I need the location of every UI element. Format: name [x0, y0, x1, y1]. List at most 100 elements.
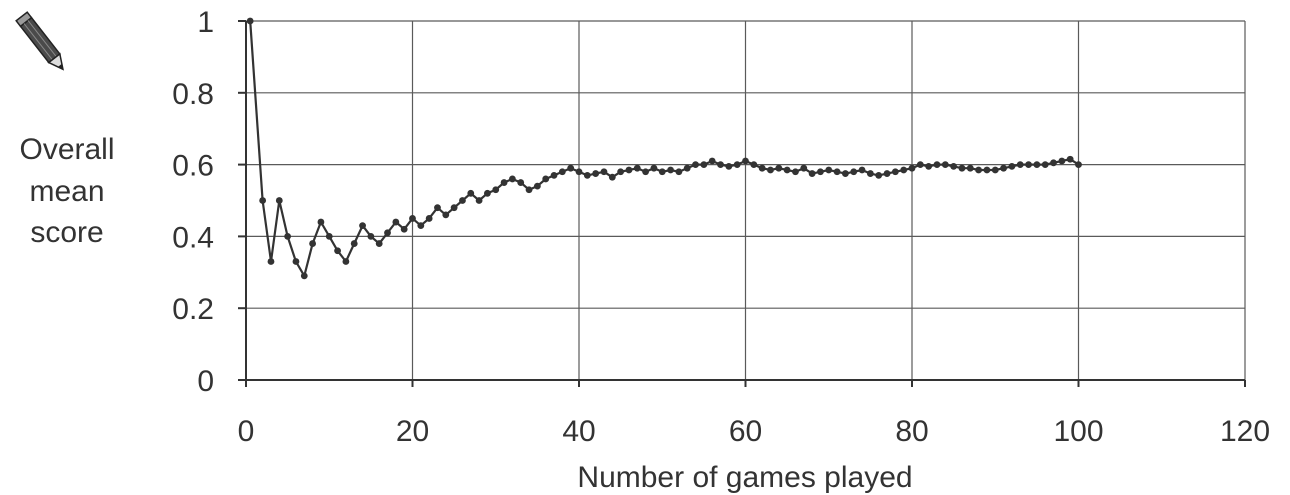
data-point: [667, 166, 674, 174]
data-point: [950, 162, 958, 170]
y-axis-title-line-1: Overall: [19, 133, 114, 166]
data-point: [850, 168, 858, 176]
data-point: [558, 168, 566, 176]
data-point: [1066, 155, 1074, 163]
x-tick-label: 120: [1220, 415, 1270, 448]
data-point: [975, 166, 982, 174]
x-axis-title: Number of games played: [577, 461, 912, 494]
data-point: [608, 173, 616, 181]
data-point: [642, 168, 649, 176]
data-point: [617, 168, 625, 176]
data-point: [683, 164, 691, 172]
data-point: [450, 204, 458, 212]
data-point: [708, 157, 716, 165]
data-point: [284, 233, 292, 240]
data-point: [409, 215, 416, 222]
y-axis-title-line-3: score: [30, 216, 103, 249]
data-point: [334, 247, 341, 255]
data-point: [550, 171, 558, 179]
data-point: [692, 161, 699, 169]
y-tick-label: 0.8: [172, 78, 214, 111]
data-point: [275, 197, 283, 204]
data-point: [592, 170, 600, 177]
data-point: [717, 161, 724, 169]
data-point: [484, 189, 491, 197]
data-point: [342, 258, 350, 265]
x-tick-label: 40: [562, 415, 595, 448]
data-point: [1050, 159, 1057, 167]
data-point: [384, 229, 391, 237]
data-point: [367, 233, 375, 240]
data-point: [459, 197, 466, 204]
data-point: [267, 258, 275, 265]
data-point: [650, 164, 658, 172]
y-tick-label: 1: [197, 6, 214, 39]
data-point: [858, 166, 866, 174]
data-point: [742, 157, 749, 165]
data-point: [933, 161, 941, 169]
data-point: [825, 166, 833, 174]
data-point: [246, 17, 254, 25]
x-tick-label: 80: [895, 415, 928, 448]
data-point: [400, 225, 408, 233]
data-point: [1016, 161, 1024, 169]
data-point: [317, 218, 325, 226]
data-point: [1008, 162, 1016, 170]
data-point: [658, 168, 666, 176]
data-point: [808, 170, 816, 177]
data-point: [783, 166, 791, 174]
data-point: [966, 164, 974, 172]
data-point: [600, 168, 608, 176]
data-point: [891, 168, 899, 176]
data-point: [350, 240, 358, 247]
data-point: [700, 161, 708, 169]
data-point: [733, 161, 741, 169]
data-point: [583, 171, 591, 179]
data-point: [359, 222, 366, 230]
data-point: [1058, 157, 1066, 165]
data-point: [309, 240, 316, 247]
y-axis-title-line-2: mean: [29, 175, 104, 208]
data-point: [750, 161, 758, 169]
data-point: [509, 175, 516, 183]
data-point: [533, 182, 541, 190]
x-tick-label: 100: [1053, 415, 1103, 448]
data-point: [842, 170, 849, 177]
data-point: [916, 161, 924, 169]
data-point: [958, 164, 966, 172]
data-point: [500, 179, 508, 186]
data-point: [325, 233, 333, 240]
x-tick-label: 20: [396, 415, 429, 448]
data-point: [866, 170, 874, 177]
y-tick-label: 0.4: [172, 221, 214, 254]
data-point: [467, 189, 475, 197]
data-point: [1000, 164, 1007, 172]
series-line: [249, 20, 1080, 277]
data-point: [908, 164, 916, 172]
y-tick-label: 0.2: [172, 293, 214, 326]
data-point: [758, 164, 766, 172]
data-point: [883, 170, 891, 177]
data-point: [775, 164, 783, 172]
data-point: [492, 186, 500, 194]
data-point: [675, 168, 683, 176]
pencil-icon: [15, 11, 64, 71]
y-tick-label: 0.6: [172, 150, 214, 183]
data-point: [900, 166, 908, 174]
data-point: [633, 164, 641, 172]
data-point: [625, 166, 633, 174]
data-point: [392, 218, 400, 226]
x-tick-label: 60: [729, 415, 762, 448]
data-point: [833, 168, 841, 176]
data-point: [425, 215, 433, 222]
data-point: [925, 162, 933, 170]
data-point: [1075, 161, 1082, 169]
data-point: [1041, 161, 1049, 169]
data-point: [767, 166, 774, 174]
data-point: [434, 204, 441, 212]
data-point: [983, 166, 991, 174]
data-point: [725, 162, 733, 170]
data-point: [375, 240, 383, 247]
data-point: [442, 211, 450, 219]
